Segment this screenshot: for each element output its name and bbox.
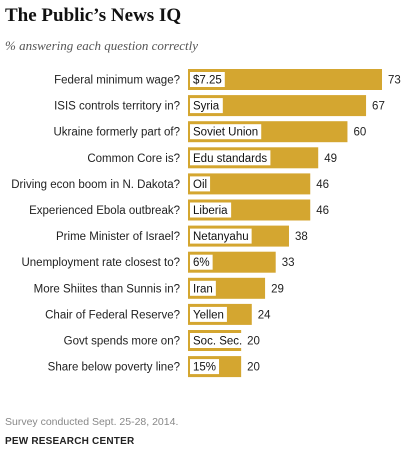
value-label: 46 [316, 205, 329, 217]
answer-label: Soviet Union [193, 127, 258, 139]
category-label: Prime Minister of Israel? [56, 231, 180, 243]
answer-label: Oil [193, 179, 207, 191]
category-label: More Shiites than Sunnis in? [34, 283, 180, 295]
category-label: ISIS controls territory in? [54, 101, 180, 113]
category-label: Driving econ boom in N. Dakota? [11, 179, 180, 191]
category-label: Chair of Federal Reserve? [45, 309, 180, 321]
answer-label: Liberia [193, 205, 228, 217]
answer-box [190, 228, 252, 244]
answer-box [190, 202, 232, 218]
value-label: 29 [271, 283, 284, 295]
category-label: Share below poverty line? [48, 362, 180, 374]
category-label: Ukraine formerly part of? [53, 127, 180, 139]
answer-box [190, 280, 216, 296]
answer-box [190, 306, 227, 322]
value-label: 38 [295, 231, 308, 243]
category-label: Unemployment rate closest to? [21, 257, 180, 269]
answer-label: Soc. Sec. [193, 336, 242, 348]
answer-box [190, 98, 223, 114]
answer-box [190, 359, 220, 375]
value-label: 24 [258, 309, 271, 321]
answer-box [190, 333, 246, 348]
answer-label: Netanyahu [193, 231, 249, 243]
category-label: Federal minimum wage? [54, 75, 180, 87]
value-label: 20 [247, 336, 260, 348]
value-label: 49 [324, 153, 337, 165]
category-label: Experienced Ebola outbreak? [29, 205, 180, 217]
category-label: Govt spends more on? [64, 336, 180, 348]
answer-label: Yellen [193, 309, 224, 321]
bar [188, 173, 311, 195]
answer-label: Iran [193, 283, 213, 295]
bar [188, 69, 382, 90]
answer-box [190, 254, 213, 270]
answer-label: 6% [193, 257, 210, 269]
chart-subtitle: % answering each question correctly [5, 38, 199, 53]
answer-label: Syria [193, 101, 220, 113]
answer-box [190, 124, 262, 140]
answer-box [190, 176, 211, 192]
value-label: 60 [353, 127, 366, 139]
survey-note: Survey conducted Sept. 25-28, 2014. [5, 416, 179, 428]
answer-box [190, 150, 271, 166]
category-label: Common Core is? [87, 153, 180, 165]
value-label: 33 [282, 257, 295, 269]
value-label: 20 [247, 362, 260, 374]
answer-label: $7.25 [193, 75, 222, 87]
answer-label: 15% [193, 362, 216, 374]
answer-label: Edu standards [193, 153, 267, 165]
chart-title: The Public’s News IQ [5, 5, 182, 26]
value-label: 73 [388, 75, 401, 87]
value-label: 46 [316, 179, 329, 191]
answer-box [190, 72, 225, 87]
source-credit: PEW RESEARCH CENTER [5, 436, 135, 447]
value-label: 67 [372, 101, 385, 113]
bar [188, 95, 367, 117]
